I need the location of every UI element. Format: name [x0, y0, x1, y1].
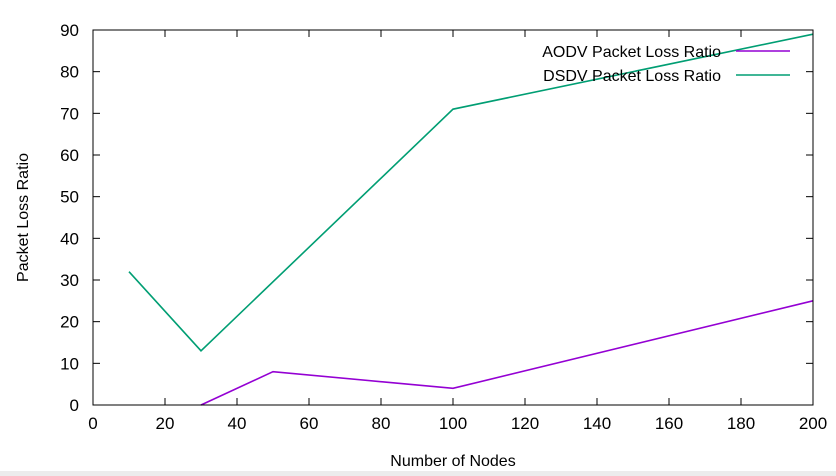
- ticks-layer: 0 20 40 60 80 100 120 140 160 180 200 0 10 20 30 40 50 60…: [60, 21, 827, 433]
- y-tick-label: 30: [60, 271, 79, 290]
- x-tick-label: 20: [156, 414, 175, 433]
- series-layer: [128, 33, 814, 406]
- y-tick-label: 80: [60, 63, 79, 82]
- y-tick-label: 60: [60, 146, 79, 165]
- x-tick-label: 180: [727, 414, 755, 433]
- y-axis-title: Packet Loss Ratio: [15, 153, 32, 282]
- x-axis-title: Number of Nodes: [390, 453, 515, 470]
- x-tick-label: 40: [228, 414, 247, 433]
- x-tick-label: 200: [799, 414, 827, 433]
- y-tick-label: 10: [60, 354, 79, 373]
- legend: AODV Packet Loss Ratio DSDV Packet Loss R…: [542, 44, 790, 85]
- legend-label: AODV Packet Loss Ratio: [542, 44, 721, 61]
- y-tick-label: 90: [60, 21, 79, 40]
- x-tick-label: 140: [583, 414, 611, 433]
- x-tick-label: 60: [300, 414, 319, 433]
- series-line-dsdv: [128, 33, 814, 352]
- y-tick-label: 50: [60, 188, 79, 207]
- x-tick-label: 80: [372, 414, 391, 433]
- plot-frame: [92, 29, 814, 406]
- y-tick-label: 20: [60, 313, 79, 332]
- x-tick-label: 120: [511, 414, 539, 433]
- x-tick-label: 0: [88, 414, 97, 433]
- y-tick-label: 70: [60, 104, 79, 123]
- y-tick-label: 0: [70, 396, 79, 415]
- x-tick-label: 100: [439, 414, 467, 433]
- y-tick-label: 40: [60, 229, 79, 248]
- legend-label: DSDV Packet Loss Ratio: [543, 68, 721, 85]
- series-line-aodv: [200, 300, 814, 406]
- x-tick-label: 160: [655, 414, 683, 433]
